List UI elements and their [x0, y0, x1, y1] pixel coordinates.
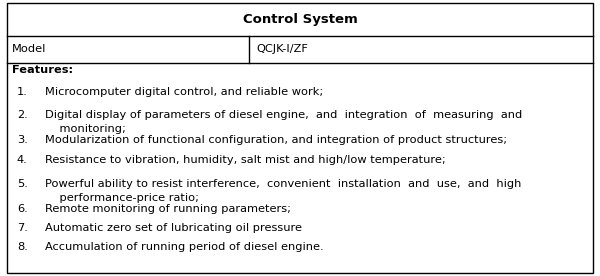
Text: Control System: Control System — [242, 13, 358, 26]
Text: 5.: 5. — [17, 179, 28, 189]
Text: Powerful ability to resist interference,  convenient  installation  and  use,  a: Powerful ability to resist interference,… — [45, 179, 521, 203]
Text: 8.: 8. — [17, 242, 28, 252]
Text: QCJK-I/ZF: QCJK-I/ZF — [256, 44, 308, 54]
Text: 7.: 7. — [17, 223, 28, 233]
Text: Accumulation of running period of diesel engine.: Accumulation of running period of diesel… — [45, 242, 323, 252]
Text: 3.: 3. — [17, 135, 28, 145]
Text: Features:: Features: — [12, 65, 73, 75]
Text: 1.: 1. — [17, 87, 28, 97]
Text: 4.: 4. — [17, 155, 28, 165]
Text: Model: Model — [12, 44, 46, 54]
Text: Modularization of functional configuration, and integration of product structure: Modularization of functional configurati… — [45, 135, 507, 145]
Text: Microcomputer digital control, and reliable work;: Microcomputer digital control, and relia… — [45, 87, 323, 97]
Text: Automatic zero set of lubricating oil pressure: Automatic zero set of lubricating oil pr… — [45, 223, 302, 233]
Text: Resistance to vibration, humidity, salt mist and high/low temperature;: Resistance to vibration, humidity, salt … — [45, 155, 446, 165]
Text: Digital display of parameters of diesel engine,  and  integration  of  measuring: Digital display of parameters of diesel … — [45, 110, 522, 134]
Text: 6.: 6. — [17, 204, 28, 214]
Text: 2.: 2. — [17, 110, 28, 120]
Text: Remote monitoring of running parameters;: Remote monitoring of running parameters; — [45, 204, 291, 214]
